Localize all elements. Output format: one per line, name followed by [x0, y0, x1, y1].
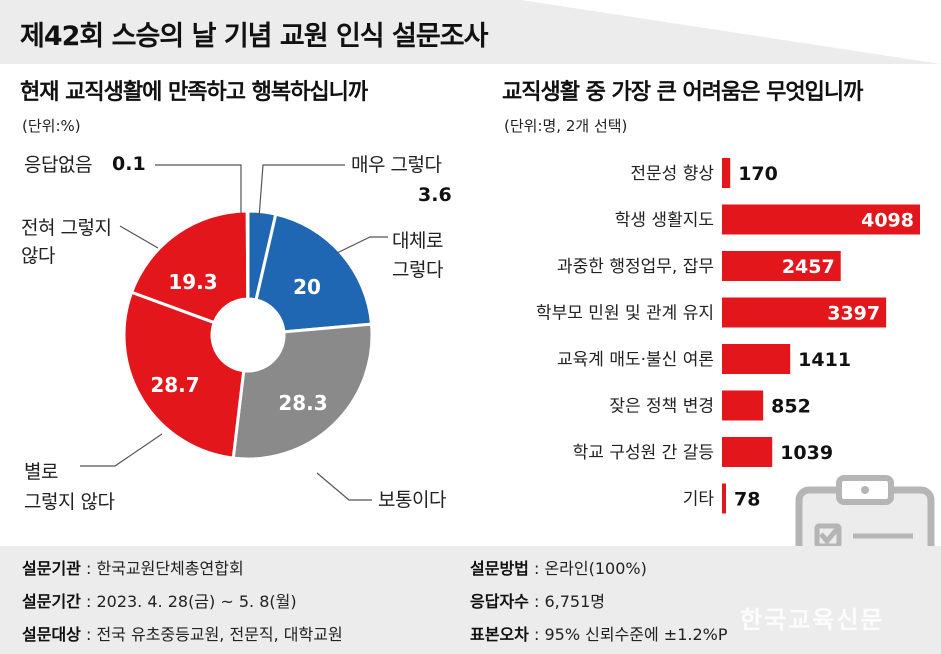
leader-very-yes: [258, 164, 345, 219]
footer-method-label: 설문방법: [470, 559, 529, 578]
bar-value-label: 3397: [827, 303, 880, 325]
donut-slice-5: [245, 209, 250, 301]
bar-category-label: 학부모 민원 및 관계 유지: [536, 304, 714, 324]
label-never-2: 않다: [21, 245, 55, 267]
bar-value-label: 1039: [780, 442, 833, 464]
value-mostly-yes: 20: [293, 275, 321, 299]
footer-panel: [0, 546, 941, 654]
footer-error: 표본오차 : 95% 신뢰수준에 ±1.2%P: [470, 621, 728, 645]
donut-slice-4: [129, 209, 250, 325]
watermark: 한국교육신문: [740, 606, 885, 634]
bar-5: [722, 390, 764, 421]
label-never-1: 전혀 그렇지: [21, 217, 112, 239]
bar-4: [722, 344, 791, 374]
donut-slice-3: [122, 290, 246, 460]
footer-respondents-label: 응답자수: [470, 592, 529, 611]
bar-0: [722, 158, 731, 188]
value-never: 19.3: [168, 270, 217, 294]
footer-respondents-value: : 6,751명: [533, 592, 605, 611]
bar-category-label: 학생 생활지도: [615, 211, 714, 231]
bar-category-label: 잦은 정책 변경: [609, 397, 714, 417]
footer-target-value: : 전국 유초중등교원, 전문직, 대학교원: [85, 625, 343, 644]
bar-3: [722, 297, 887, 328]
bar-1: [722, 204, 920, 235]
bar-category-label: 기타: [683, 490, 715, 510]
value-very-yes: 3.6: [418, 184, 452, 206]
bar-value-label: 170: [738, 163, 778, 185]
bar-2: [722, 251, 841, 281]
footer-period: 설문기간 : 2023. 4. 28(금) ~ 5. 8(월): [22, 588, 297, 612]
footer-target-label: 설문대상: [22, 625, 81, 644]
footer-method-value: : 온라인(100%): [533, 559, 647, 578]
bar-chart: 전문성 향상 170 학생 생활지도 4098 과중한 행정업무, 잡무 2457 학부모 …: [536, 158, 920, 514]
label-neutral: 보통이다: [378, 489, 446, 511]
bar-unit: (단위:명, 2개 선택): [504, 117, 628, 135]
value-mostly-no: 28.7: [150, 373, 199, 397]
label-mostly-no-1: 별로: [24, 461, 58, 483]
leader-never: [119, 225, 159, 249]
donut-slice-2: [231, 322, 374, 461]
bar-category-label: 전문성 향상: [630, 164, 714, 184]
footer-org: 설문기관 : 한국교원단체총연합회: [22, 555, 244, 579]
footer-respondents: 응답자수 : 6,751명: [470, 588, 605, 612]
footer-method: 설문방법 : 온라인(100%): [470, 555, 647, 579]
value-neutral: 28.3: [278, 391, 327, 415]
donut-chart: 20 28.3 28.7 19.3: [80, 164, 388, 501]
footer-org-label: 설문기관: [22, 559, 81, 578]
leader-neutral: [316, 472, 372, 501]
donut-unit: (단위:%): [22, 117, 81, 135]
bar-value-label: 1411: [798, 349, 851, 371]
value-no-answer: 0.1: [112, 153, 146, 175]
label-mostly-no-2: 그렇지 않다: [24, 491, 115, 513]
bar-7: [722, 483, 726, 514]
bar-category-label: 학교 구성원 간 갈등: [573, 443, 714, 463]
bar-category-label: 과중한 행정업무, 잡무: [557, 257, 714, 277]
page-title: 제42회 스승의 날 기념 교원 인식 설문조사: [20, 21, 488, 52]
leader-mostly-yes: [336, 236, 388, 254]
footer-error-label: 표본오차: [470, 625, 529, 644]
donut-slice-1: [254, 212, 374, 334]
donut-title: 현재 교직생활에 만족하고 행복하십니까: [20, 80, 368, 105]
bar-value-label: 852: [771, 396, 811, 418]
footer-period-value: : 2023. 4. 28(금) ~ 5. 8(월): [85, 592, 297, 611]
leader-lines: [80, 164, 388, 501]
bar-value-label: 78: [734, 489, 760, 511]
label-mostly-yes-2: 그렇다: [392, 259, 443, 281]
footer-target: 설문대상 : 전국 유초중등교원, 전문직, 대학교원: [22, 621, 343, 645]
bar-6: [722, 437, 773, 467]
label-very-yes: 매우 그렇다: [351, 154, 442, 176]
bar-value-label: 4098: [861, 210, 914, 232]
bar-title: 교직생활 중 가장 큰 어려움은 무엇입니까: [502, 80, 863, 105]
bar-category-label: 교육계 매도·불신 여론: [557, 350, 714, 370]
footer-org-value: : 한국교원단체총연합회: [85, 559, 244, 578]
leader-no-answer: [155, 164, 242, 213]
label-no-answer: 응답없음: [24, 154, 92, 176]
title-banner-corner: [521, 0, 941, 64]
footer-error-value: : 95% 신뢰수준에 ±1.2%P: [533, 625, 728, 644]
label-mostly-yes-1: 대체로: [392, 230, 443, 252]
bar-value-label: 2457: [782, 256, 835, 278]
footer-period-label: 설문기간: [22, 592, 81, 611]
leader-mostly-no: [80, 433, 163, 467]
